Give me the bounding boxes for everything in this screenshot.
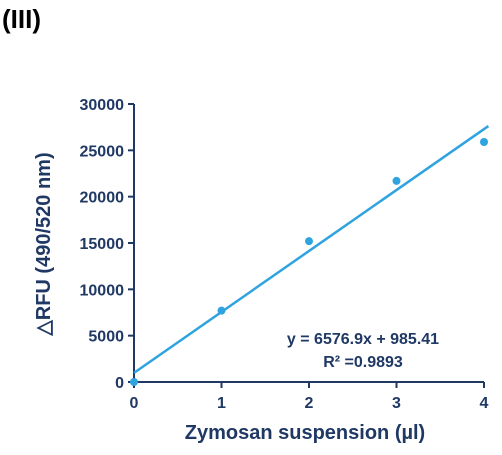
x-ticks: 0 1 2 3 4 [130, 382, 489, 412]
data-point [392, 176, 401, 185]
trendline [133, 125, 490, 374]
data-point [130, 378, 138, 386]
trendline-group [133, 125, 490, 374]
data-points [130, 137, 488, 386]
y-tick-label: 5000 [88, 329, 124, 346]
x-axis-label: Zymosan suspension (µl) [185, 422, 425, 444]
y-tick-label: 0 [115, 375, 124, 392]
x-tick-label: 0 [130, 395, 139, 412]
panel-label: (III) [2, 4, 41, 34]
y-tick-label: 20000 [80, 190, 125, 207]
y-tick-label: 30000 [80, 97, 125, 114]
equation-annotation: y = 6576.9x + 985.41 [287, 331, 439, 348]
y-tick-label: 25000 [80, 143, 125, 160]
y-ticks: 0 5000 10000 15000 20000 25000 30000 [80, 97, 134, 392]
x-tick-label: 2 [305, 395, 314, 412]
x-tick-label: 4 [480, 395, 489, 412]
y-tick-label: 15000 [80, 236, 125, 253]
x-tick-label: 1 [217, 395, 226, 412]
data-point [217, 306, 226, 315]
x-tick-label: 3 [392, 395, 401, 412]
data-point [480, 137, 488, 146]
y-axis-label: △RFU (490/520 nm) [33, 152, 55, 336]
y-tick-label: 10000 [80, 282, 125, 299]
data-point [305, 237, 313, 246]
r-squared-annotation: R² =0.9893 [323, 354, 403, 371]
